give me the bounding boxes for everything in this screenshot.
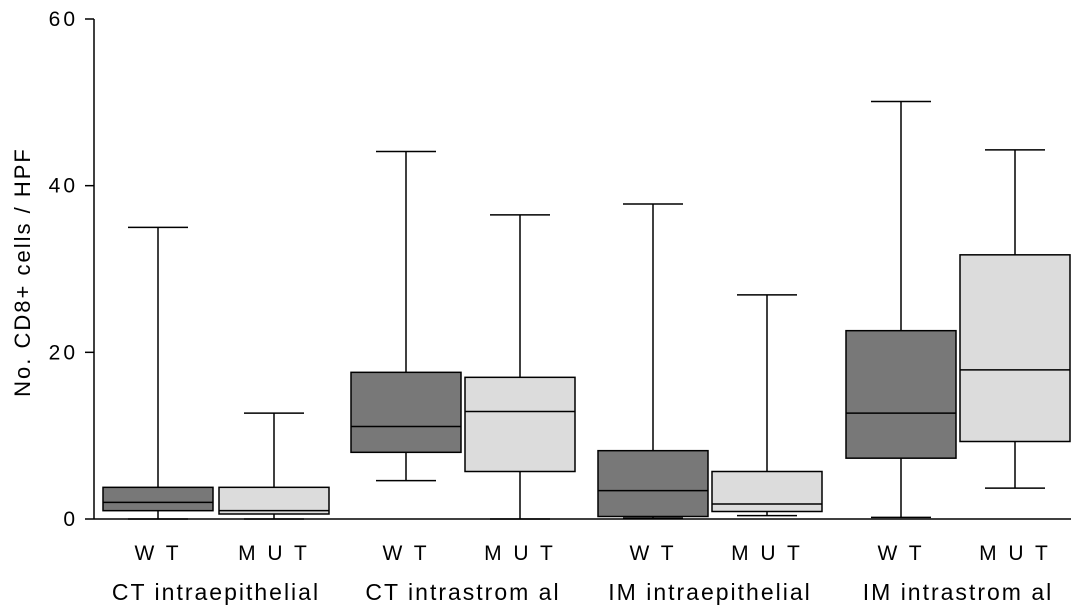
iqr-box	[464, 376, 576, 473]
group-label: IM intrastrom al	[863, 579, 1053, 605]
iqr-box	[959, 254, 1071, 443]
box-wt-5	[597, 203, 709, 519]
x-tick-label: W T	[877, 542, 924, 565]
x-tick-label: W T	[629, 542, 676, 565]
box-mut-4	[464, 214, 576, 520]
box-mut-8	[959, 149, 1071, 489]
y-axis-title: No. CD8+ cells / HPF	[10, 147, 35, 397]
box-mut-2	[218, 412, 330, 520]
group-label: CT intraepithelial	[112, 579, 320, 605]
x-tick-label: M U T	[484, 542, 556, 565]
y-tick-label: 0	[63, 508, 78, 531]
y-axis: 0 20 40 60	[49, 8, 95, 531]
group-label: CT intrastrom al	[365, 579, 560, 605]
iqr-box	[350, 371, 462, 454]
box-wt-3	[350, 150, 462, 482]
x-tick-label: M U T	[731, 542, 803, 565]
y-tick-label: 40	[49, 175, 78, 198]
group-labels: CT intraepithelial CT intrastrom al IM int…	[112, 579, 1053, 605]
x-tick-label: W T	[382, 542, 429, 565]
iqr-box	[102, 486, 214, 512]
box-series	[102, 100, 1071, 520]
box-mut-6	[711, 294, 823, 517]
iqr-box	[218, 486, 330, 515]
iqr-box	[711, 470, 823, 513]
y-tick-label: 60	[49, 8, 78, 31]
iqr-box	[597, 449, 709, 518]
x-tick-label: W T	[134, 542, 181, 565]
group-label: IM intraepithelial	[608, 579, 811, 605]
box-wt-1	[102, 226, 214, 520]
box-wt-7	[845, 100, 957, 519]
x-tick-label: M U T	[979, 542, 1051, 565]
x-tick-label: M U T	[238, 542, 310, 565]
iqr-box	[845, 329, 957, 459]
y-tick-label: 20	[49, 341, 78, 364]
